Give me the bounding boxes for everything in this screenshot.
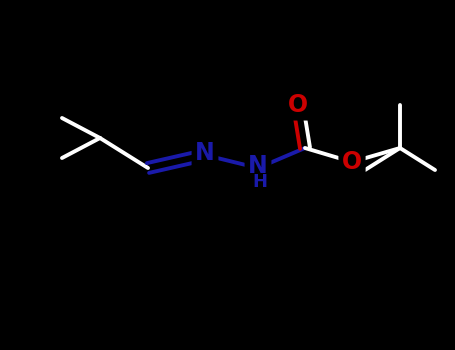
- Text: H: H: [253, 173, 268, 191]
- Text: O: O: [288, 93, 308, 117]
- Text: O: O: [342, 150, 362, 174]
- Text: N: N: [248, 154, 268, 178]
- Text: N: N: [195, 141, 215, 165]
